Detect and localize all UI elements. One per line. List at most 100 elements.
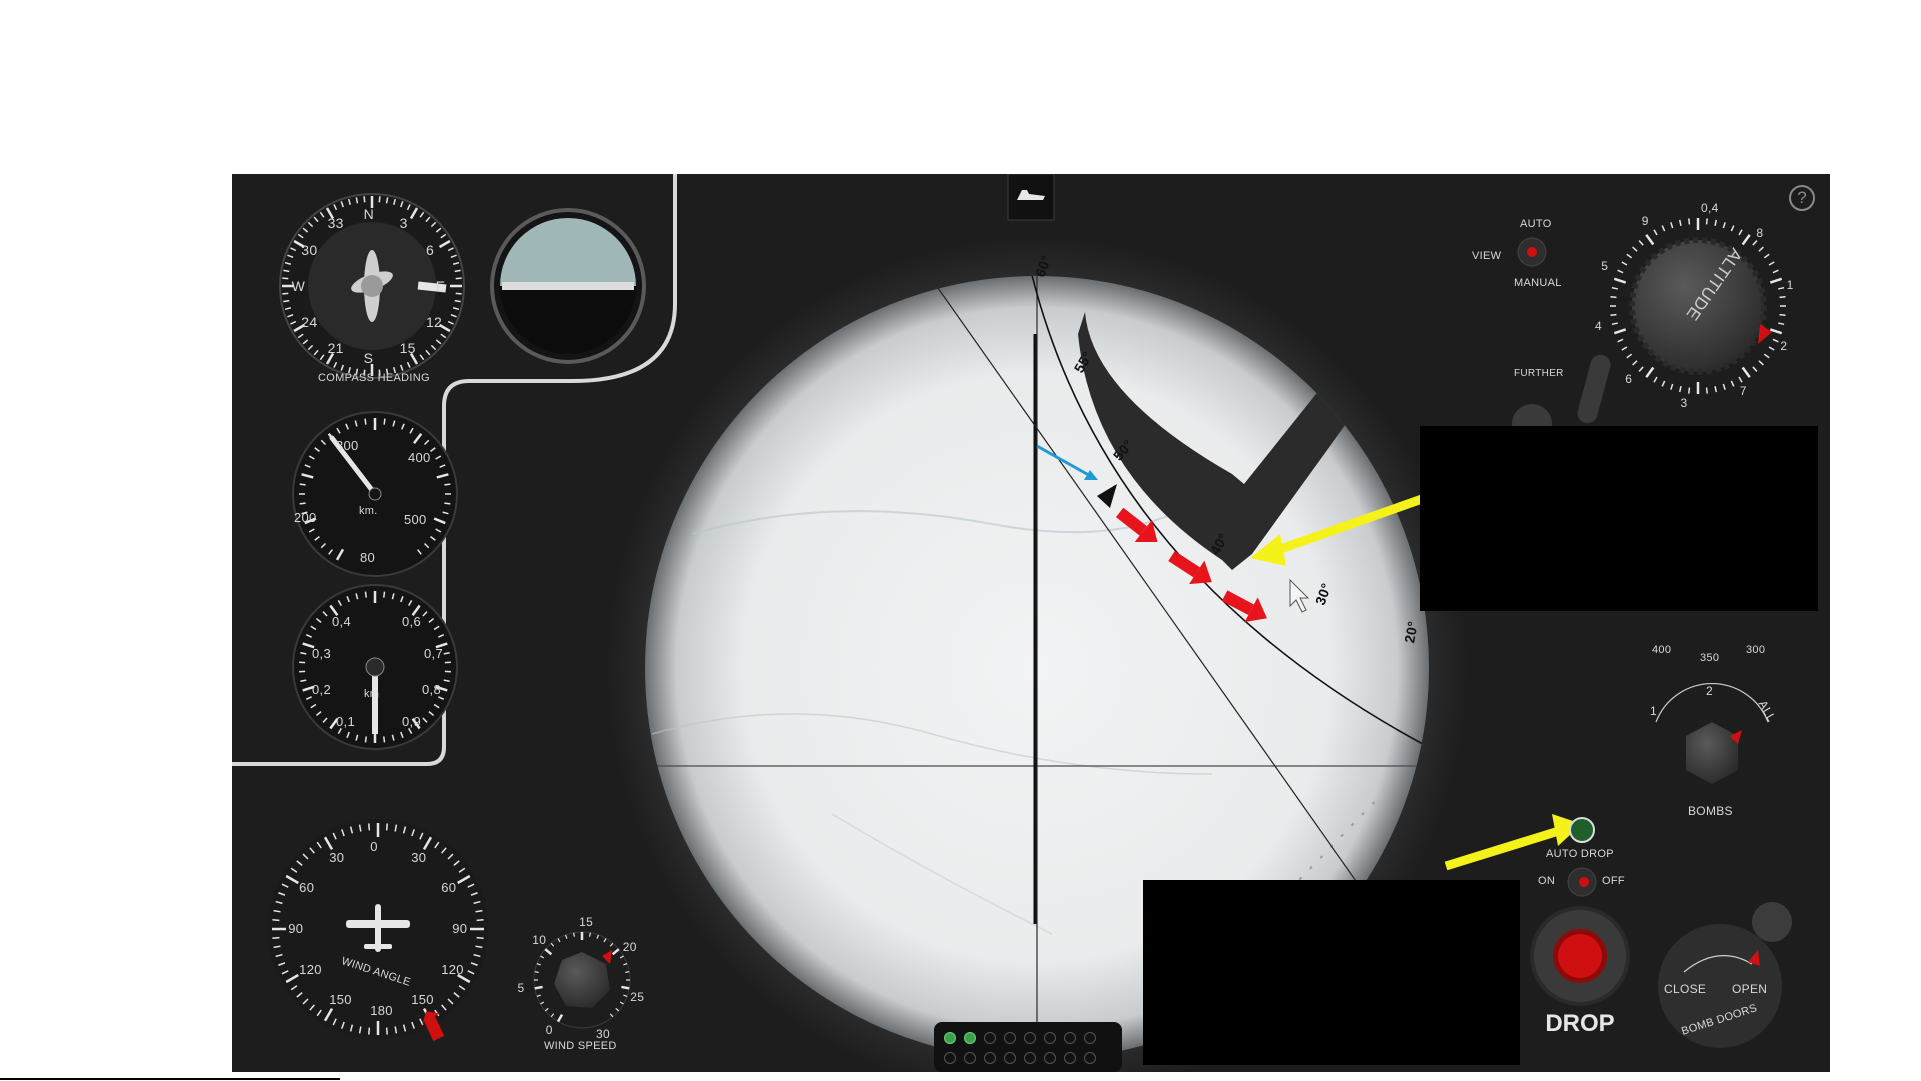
- gauge-tick: [300, 652, 307, 655]
- gauge-tick: [1758, 360, 1764, 366]
- gauge-tick: [402, 826, 407, 834]
- wind-angle-numeral: 150: [411, 992, 434, 1008]
- gauge-tick: [1611, 322, 1618, 326]
- gauge-tick: [275, 900, 283, 905]
- gauge-tick: [433, 625, 440, 631]
- help-icon[interactable]: ?: [1789, 185, 1815, 211]
- gauge-tick: [412, 432, 423, 444]
- gauge-tick: [355, 734, 359, 741]
- gauge-tick: [383, 736, 386, 743]
- airspeed-gauge: [292, 411, 458, 577]
- view-toggle[interactable]: [1517, 237, 1547, 267]
- gauge-tick: [314, 536, 320, 541]
- gauge-tick: [447, 853, 454, 860]
- speed-mark-300: 300: [1746, 644, 1766, 656]
- gauge-tick: [1722, 222, 1726, 229]
- gauge-tick: [391, 593, 395, 600]
- wind-speed-numeral: 15: [579, 914, 594, 929]
- gauge-tick: [297, 333, 304, 339]
- gauge-tick: [302, 853, 309, 860]
- bomb-counter-led: [1044, 1032, 1056, 1044]
- gauge-tick: [540, 1001, 545, 1005]
- bomb-doors-knob[interactable]: [1658, 902, 1792, 1048]
- annotation-yellow-arrow-upper: [1250, 494, 1424, 566]
- gauge-tick: [1778, 286, 1785, 290]
- gauge-tick: [363, 369, 366, 376]
- gauge-tick: [1714, 219, 1718, 226]
- gauge-tick: [1645, 234, 1655, 246]
- gauge-tick: [409, 427, 414, 434]
- gauge-tick: [1688, 218, 1691, 225]
- wind-speed-knob[interactable]: [533, 931, 631, 1029]
- gauge-tick: [439, 464, 446, 468]
- altitude-numeral: 2: [1780, 338, 1788, 353]
- gauge-tick: [447, 247, 454, 252]
- bomb-counter-led: [1004, 1032, 1016, 1044]
- gauge-tick: [440, 233, 447, 239]
- drop-button[interactable]: [1534, 910, 1626, 1002]
- gauge-tick: [299, 502, 306, 505]
- airspeed-numeral: 300: [336, 438, 359, 453]
- gauge-tick: [346, 731, 350, 738]
- gauge-tick: [419, 211, 425, 218]
- altitude-numeral: 1: [1786, 278, 1794, 293]
- gauge-tick: [1638, 240, 1644, 246]
- gauge-tick: [623, 963, 628, 966]
- gauge-tick: [1772, 269, 1779, 274]
- gauge-tick: [354, 420, 358, 427]
- compass-heading-needle: [417, 281, 447, 293]
- gauge-tick: [325, 207, 335, 220]
- gauge-tick: [402, 1024, 407, 1032]
- gauge-tick: [411, 718, 421, 730]
- gauge-tick: [1661, 380, 1666, 387]
- gauge-tick: [411, 829, 415, 837]
- gauge-tick: [290, 247, 297, 252]
- gauge-tick: [393, 366, 397, 374]
- gauge-tick: [452, 307, 460, 311]
- bombs-selector-knob[interactable]: [1655, 683, 1769, 784]
- gauge-tick: [278, 962, 286, 966]
- compass-numeral: 21: [327, 339, 344, 356]
- gauge-tick: [340, 364, 344, 371]
- gauge-tick: [302, 998, 309, 1005]
- gauge-tick: [355, 368, 359, 375]
- gauge-tick: [438, 323, 451, 333]
- gauge-tick: [1610, 296, 1617, 299]
- gauge-tick: [453, 860, 460, 866]
- gauge-tick: [272, 919, 280, 922]
- gauge-tick: [347, 198, 351, 206]
- gauge-tick: [441, 847, 447, 854]
- gauge-tick: [320, 542, 327, 549]
- gauge-tick: [1778, 322, 1785, 326]
- gauge-tick: [337, 600, 342, 607]
- gauge-tick: [385, 1027, 388, 1035]
- gauge-tick: [310, 703, 317, 709]
- view-manual-label: MANUAL: [1514, 277, 1562, 289]
- gauge-tick: [302, 227, 309, 233]
- altitude-knob[interactable]: [1610, 218, 1786, 394]
- gauge-tick: [428, 711, 435, 717]
- gauge-tick: [333, 204, 338, 211]
- gauge-tick: [383, 418, 386, 425]
- gauge-tick: [473, 953, 481, 958]
- gauge-tick: [333, 361, 338, 368]
- gauge-tick: [1688, 387, 1691, 394]
- gauge-tick: [550, 1013, 555, 1018]
- gauge-tick: [422, 717, 428, 723]
- altimeter-unit: km: [364, 688, 380, 700]
- gauge-tick: [1752, 366, 1758, 372]
- view-auto-label: AUTO: [1520, 218, 1552, 230]
- gauge-tick: [475, 945, 483, 949]
- gauge-tick: [1730, 380, 1735, 387]
- gauge-tick: [443, 679, 450, 682]
- auto-drop-switch[interactable]: [1567, 867, 1597, 897]
- gauge-tick: [329, 718, 339, 730]
- altimeter-numeral: 0,4: [332, 614, 351, 629]
- gauge-tick: [282, 277, 289, 280]
- gauge-tick: [447, 998, 454, 1005]
- gauge-tick: [383, 591, 386, 598]
- gauge-tick: [470, 892, 478, 896]
- gauge-tick: [308, 528, 315, 533]
- gauge-tick: [609, 1013, 614, 1018]
- bomb-counter: [934, 1022, 1122, 1072]
